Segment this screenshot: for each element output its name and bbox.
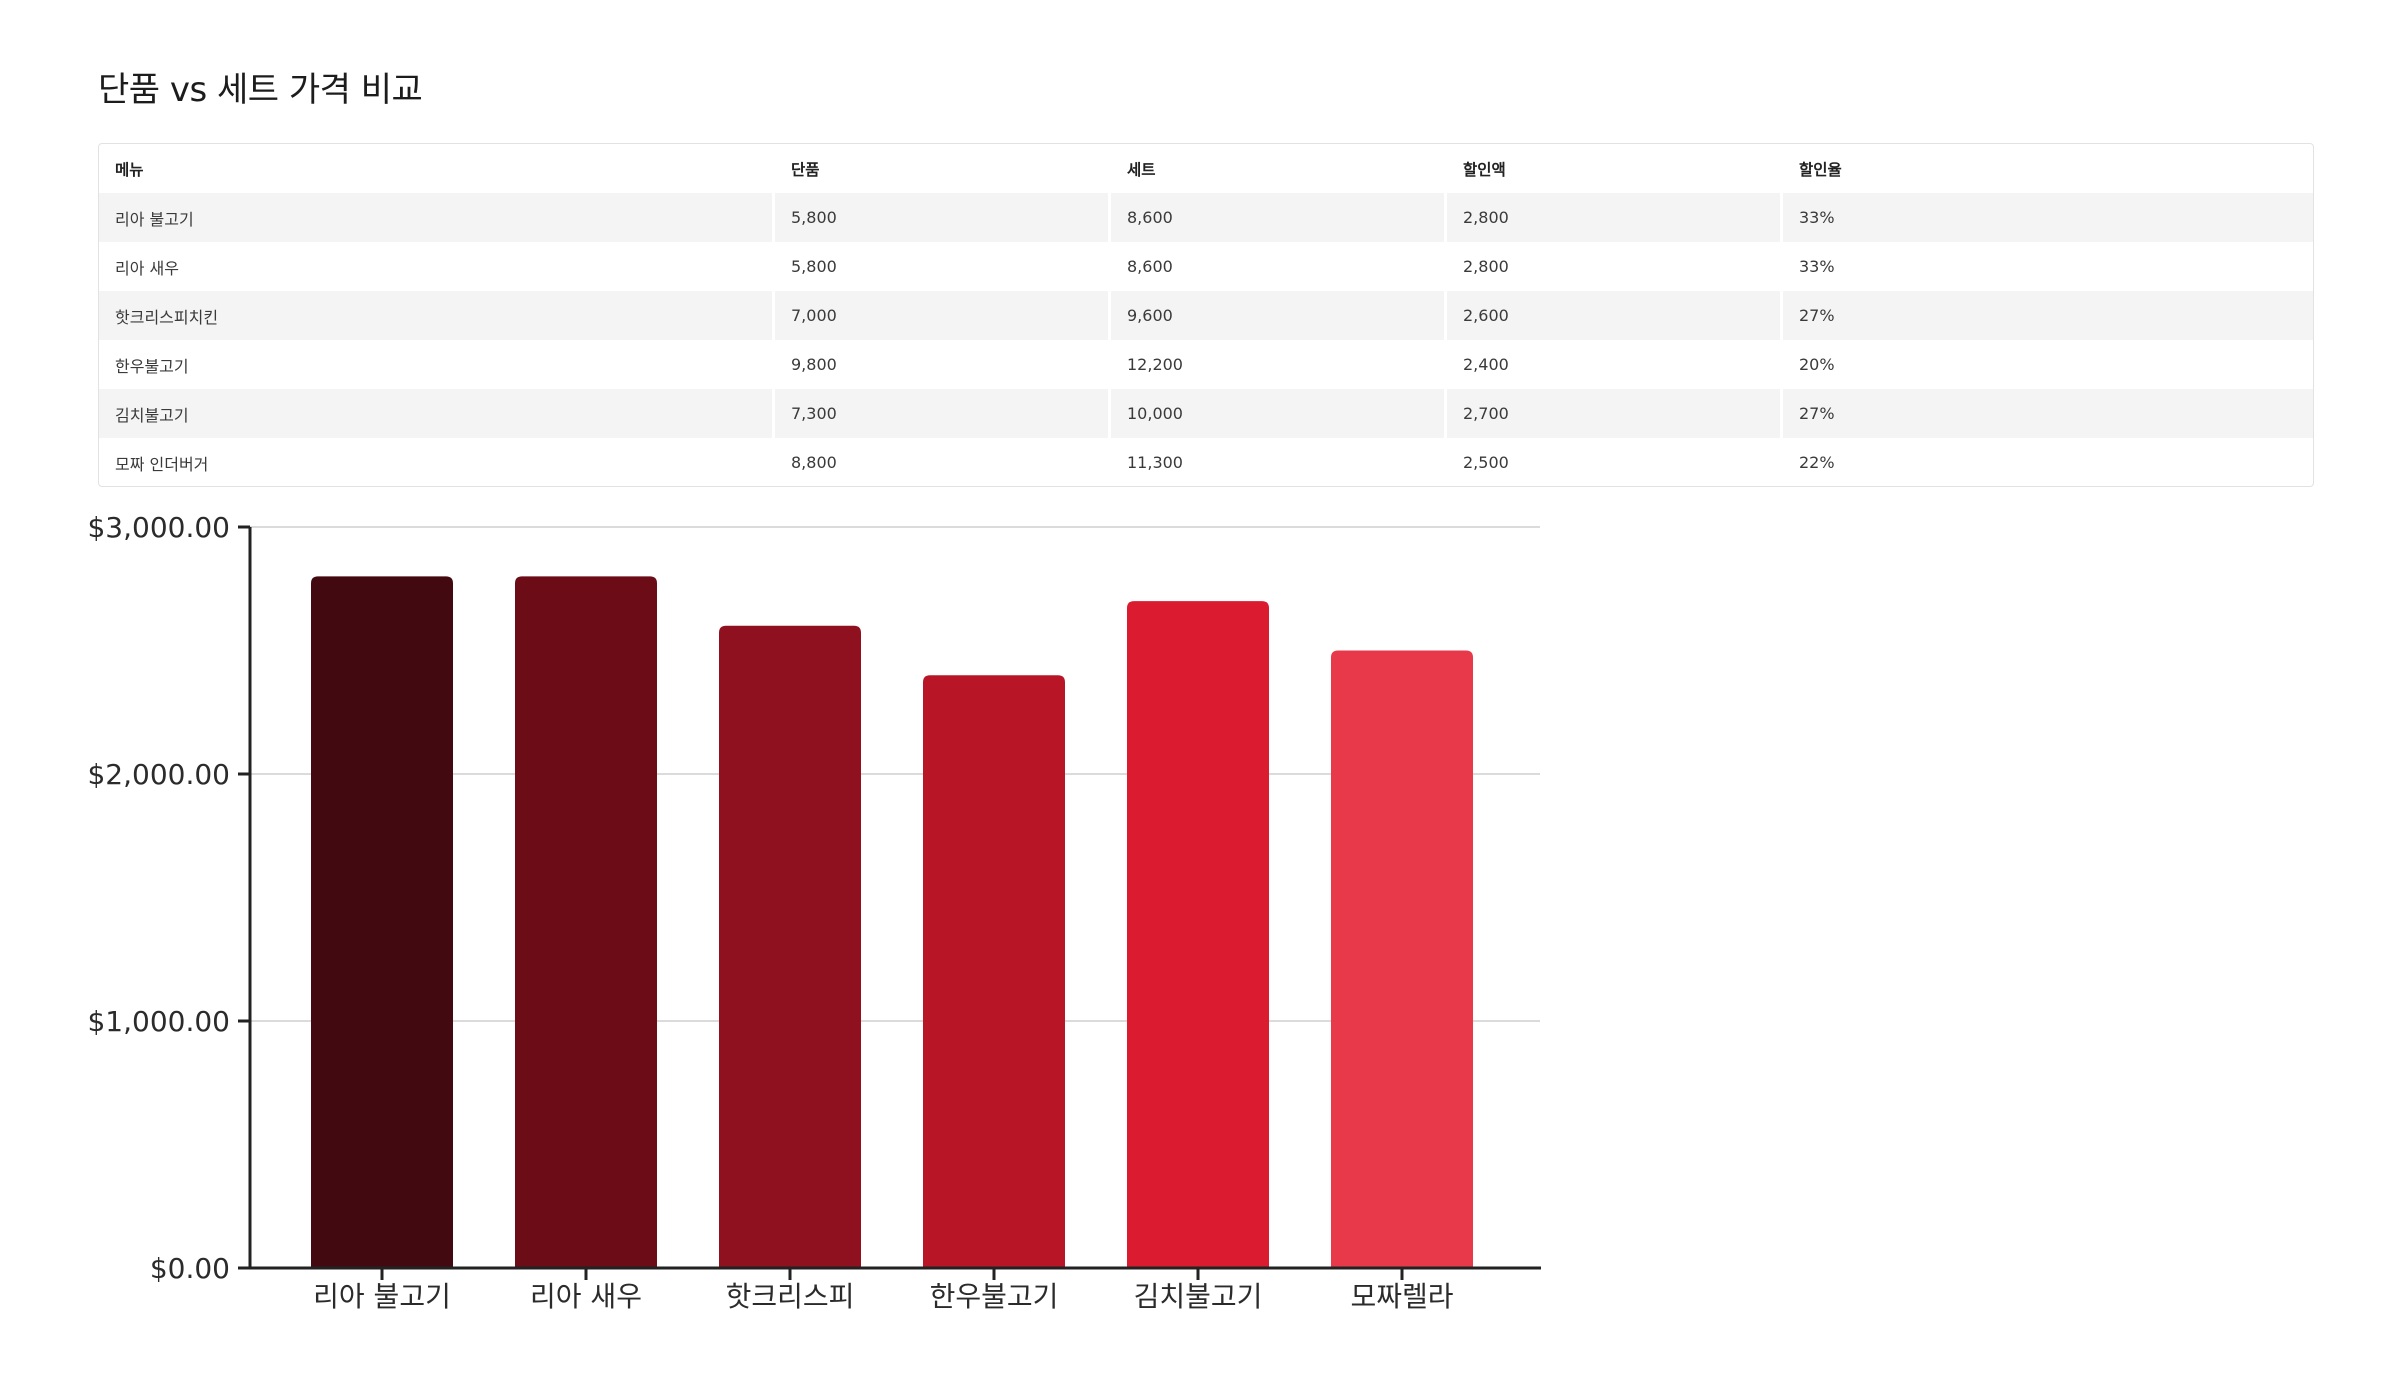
table-cell: 5,800 bbox=[775, 193, 1108, 242]
table-cell: 2,800 bbox=[1463, 257, 1509, 276]
bar bbox=[515, 576, 657, 1268]
table-cell: 2,400 bbox=[1463, 355, 1509, 374]
table-row: 한우불고기 9,800 12,200 2,400 20% bbox=[99, 340, 2313, 389]
table-row: 모짜 인더버거 8,800 11,300 2,500 22% bbox=[99, 438, 2313, 486]
table-cell: 27% bbox=[1783, 291, 2313, 340]
price-comparison-table: 메뉴 단품 세트 할인액 할인율 리아 불고기 5,800 8,600 2,80… bbox=[98, 143, 2314, 487]
table-cell: 33% bbox=[1799, 257, 1835, 276]
table-cell: 11,300 bbox=[1127, 453, 1183, 472]
y-tick-label: $2,000.00 bbox=[87, 758, 230, 791]
table-cell: 2,700 bbox=[1447, 389, 1780, 438]
table-row: 김치불고기 7,300 10,000 2,700 27% bbox=[99, 389, 2313, 438]
x-tick-label: 리아 새우 bbox=[530, 1280, 642, 1313]
column-header-menu: 메뉴 bbox=[115, 160, 144, 179]
table-cell: 27% bbox=[1783, 389, 2313, 438]
table-cell: 7,300 bbox=[775, 389, 1108, 438]
y-tick-label: $3,000.00 bbox=[87, 511, 230, 544]
x-tick-label: 모짜렐라 bbox=[1350, 1280, 1453, 1313]
table-cell: 8,600 bbox=[1127, 257, 1173, 276]
table-cell: 모짜 인더버거 bbox=[115, 454, 209, 474]
table-cell: 12,200 bbox=[1127, 355, 1183, 374]
table-cell: 리아 새우 bbox=[115, 258, 179, 278]
bar bbox=[719, 625, 861, 1268]
table-header-row: 메뉴 단품 세트 할인액 할인율 bbox=[99, 144, 2313, 193]
column-header-set: 세트 bbox=[1127, 160, 1156, 179]
y-tick-label: $1,000.00 bbox=[87, 1005, 230, 1038]
table-cell: 8,800 bbox=[791, 453, 837, 472]
table-cell: 2,800 bbox=[1447, 193, 1780, 242]
page-title: 단품 vs 세트 가격 비교 bbox=[98, 70, 423, 110]
table-cell: 9,600 bbox=[1111, 291, 1444, 340]
column-header-discount-rate: 할인율 bbox=[1799, 160, 1842, 179]
table-row: 리아 새우 5,800 8,600 2,800 33% bbox=[99, 242, 2313, 291]
x-tick-label: 핫크리스피 bbox=[726, 1280, 855, 1313]
bar bbox=[1127, 601, 1269, 1268]
table-cell: 33% bbox=[1783, 193, 2313, 242]
table-cell: 5,800 bbox=[791, 257, 837, 276]
table-cell: 7,000 bbox=[775, 291, 1108, 340]
table-cell: 리아 불고기 bbox=[99, 193, 772, 242]
table-row: 리아 불고기 5,800 8,600 2,800 33% bbox=[99, 193, 2313, 242]
table-cell: 2,500 bbox=[1463, 453, 1509, 472]
table-cell: 20% bbox=[1799, 355, 1835, 374]
table-cell: 10,000 bbox=[1111, 389, 1444, 438]
table-cell: 김치불고기 bbox=[99, 389, 772, 438]
column-header-single: 단품 bbox=[791, 160, 820, 179]
bar bbox=[923, 675, 1065, 1268]
x-tick-label: 한우불고기 bbox=[930, 1280, 1059, 1313]
table-cell: 9,800 bbox=[791, 355, 837, 374]
bar bbox=[1331, 650, 1473, 1268]
column-header-discount: 할인액 bbox=[1463, 160, 1506, 179]
x-tick-label: 김치불고기 bbox=[1134, 1280, 1263, 1313]
table-cell: 2,600 bbox=[1447, 291, 1780, 340]
x-tick-label: 리아 불고기 bbox=[313, 1280, 451, 1313]
y-tick-label: $0.00 bbox=[150, 1252, 230, 1285]
table-cell: 8,600 bbox=[1111, 193, 1444, 242]
table-cell: 22% bbox=[1799, 453, 1835, 472]
table-row: 핫크리스피치킨 7,000 9,600 2,600 27% bbox=[99, 291, 2313, 340]
table-cell: 한우불고기 bbox=[115, 356, 189, 376]
bar bbox=[311, 576, 453, 1268]
table-cell: 핫크리스피치킨 bbox=[99, 291, 772, 340]
